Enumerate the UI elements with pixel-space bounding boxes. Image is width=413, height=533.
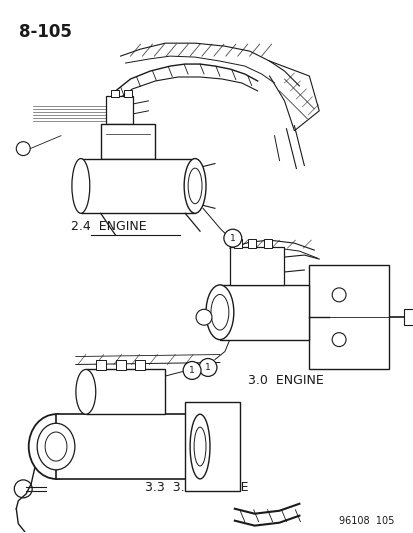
Bar	[110, 90, 118, 97]
Bar	[105, 96, 133, 124]
Bar	[219, 285, 309, 340]
Ellipse shape	[28, 414, 83, 479]
Bar	[95, 360, 105, 370]
Ellipse shape	[45, 432, 67, 461]
Bar	[56, 414, 199, 479]
Circle shape	[183, 361, 201, 379]
Circle shape	[223, 229, 241, 247]
Text: 8-105: 8-105	[19, 23, 72, 41]
Text: 3.3  3.8  ENGINE: 3.3 3.8 ENGINE	[145, 481, 248, 494]
Ellipse shape	[76, 369, 95, 414]
Bar	[403, 309, 413, 325]
Bar	[309, 265, 388, 369]
Ellipse shape	[188, 168, 202, 204]
Circle shape	[196, 309, 211, 325]
Bar	[81, 158, 195, 213]
Circle shape	[199, 359, 216, 376]
Ellipse shape	[190, 414, 209, 479]
Text: 96108  105: 96108 105	[338, 515, 394, 526]
Ellipse shape	[211, 294, 228, 330]
Text: 1: 1	[204, 363, 210, 372]
Bar	[100, 124, 155, 158]
Circle shape	[331, 333, 345, 346]
Bar	[115, 360, 125, 370]
Text: 1: 1	[189, 366, 195, 375]
Circle shape	[331, 288, 345, 302]
Text: 1: 1	[229, 233, 235, 243]
Ellipse shape	[206, 285, 233, 340]
Bar	[233, 239, 241, 248]
Ellipse shape	[72, 158, 90, 213]
Bar	[123, 90, 131, 97]
Bar	[185, 402, 239, 491]
Text: 3.0  ENGINE: 3.0 ENGINE	[247, 374, 323, 387]
Bar	[247, 239, 255, 248]
Bar	[229, 247, 284, 285]
Ellipse shape	[37, 423, 75, 470]
Circle shape	[16, 142, 30, 156]
Bar	[135, 360, 145, 370]
Bar	[263, 239, 271, 248]
Text: 2.4  ENGINE: 2.4 ENGINE	[71, 220, 146, 233]
Ellipse shape	[194, 427, 206, 466]
Ellipse shape	[184, 158, 206, 213]
Bar	[85, 369, 165, 414]
Circle shape	[14, 480, 32, 498]
